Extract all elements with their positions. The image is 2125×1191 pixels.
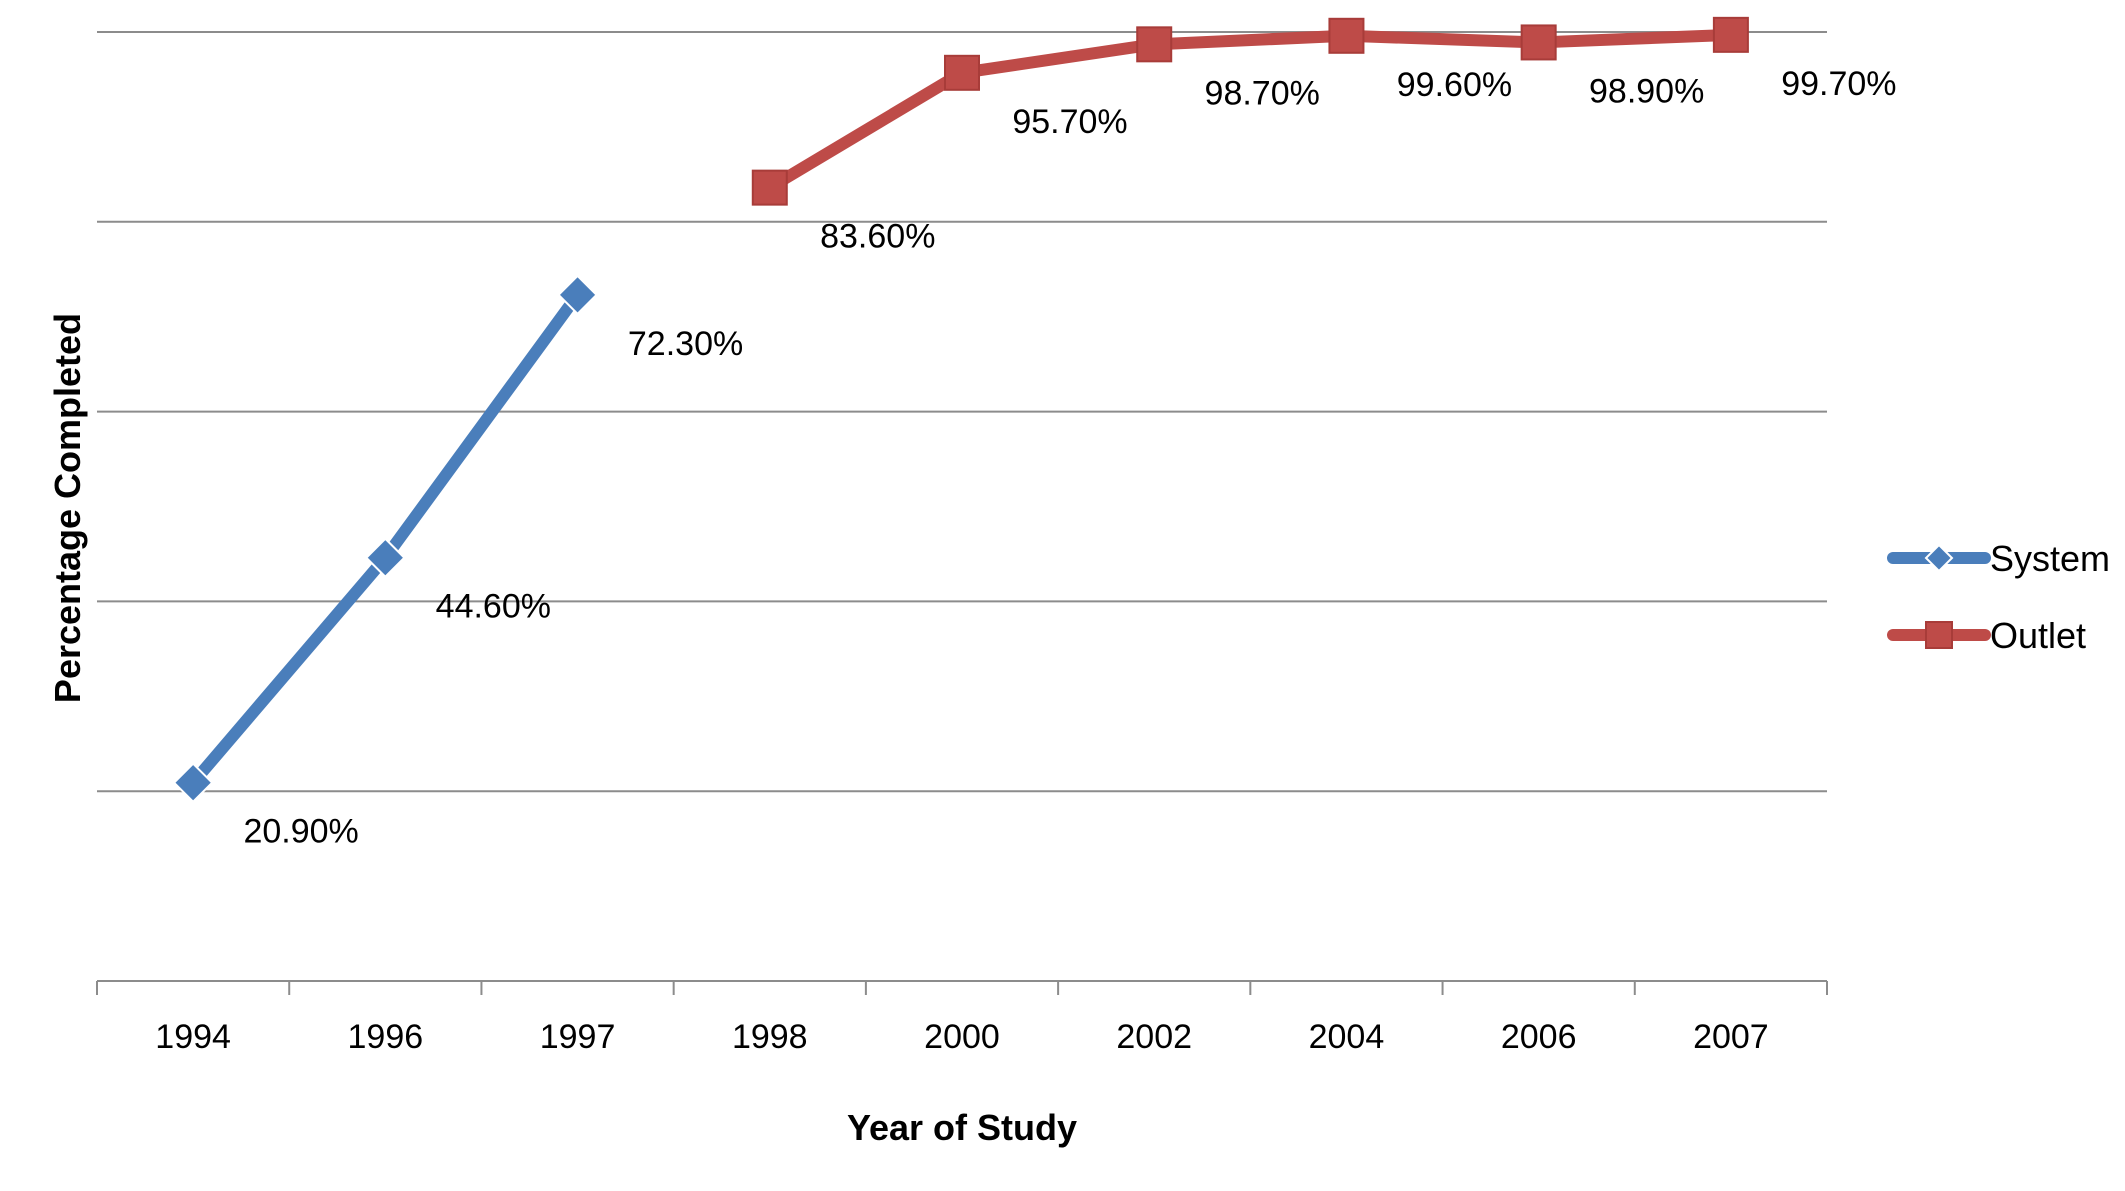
data-point-diamond — [557, 274, 598, 316]
x-tick-label: 1998 — [732, 1018, 808, 1056]
x-tick-label: 1996 — [348, 1018, 424, 1056]
x-tick-label: 2006 — [1501, 1018, 1577, 1056]
x-tick-label: 1997 — [540, 1018, 616, 1056]
x-tick-label: 2007 — [1693, 1018, 1769, 1056]
data-label: 95.70% — [1012, 103, 1127, 141]
data-labels: 20.90% 44.60% 72.30% 83.60% 95.70% 98.70% 99.6… — [243, 65, 1896, 851]
legend-label-outlet: Outlet — [1990, 615, 2086, 656]
x-tick-label: 1994 — [155, 1018, 231, 1056]
legend: System Outlet — [1887, 538, 2110, 656]
data-label: 99.70% — [1781, 65, 1896, 103]
data-point-square — [1328, 17, 1365, 54]
data-label: 20.90% — [243, 813, 358, 851]
data-point-diamond — [364, 537, 406, 579]
x-tick-label: 2000 — [924, 1018, 1000, 1056]
x-tick-label: 2004 — [1309, 1018, 1385, 1056]
data-label: 98.70% — [1205, 74, 1320, 112]
y-axis-title: Percentage Completed — [47, 313, 88, 703]
data-point-square — [1712, 16, 1749, 53]
data-point-square — [1520, 24, 1557, 61]
data-label: 72.30% — [628, 325, 743, 363]
data-label: 98.90% — [1589, 72, 1704, 110]
data-point-square — [751, 169, 788, 206]
data-point-diamond — [1924, 543, 1954, 573]
data-label: 44.60% — [436, 588, 551, 626]
data-label: 83.60% — [820, 218, 935, 256]
series-line-outlet — [763, 28, 1737, 194]
data-point-square — [944, 54, 980, 91]
data-point-diamond — [172, 762, 214, 804]
x-axis: 1994 1996 1997 1998 2000 2002 2004 2006 2007 — [96, 980, 1828, 1056]
data-point-square — [1925, 621, 1953, 649]
x-tick-label: 2002 — [1116, 1018, 1192, 1056]
x-axis-title: Year of Study — [847, 1107, 1077, 1148]
data-point-square — [1136, 26, 1173, 63]
legend-label-system: System — [1990, 538, 2110, 579]
series-lines — [172, 16, 1749, 804]
data-label: 99.60% — [1397, 66, 1512, 104]
gridlines — [97, 31, 1827, 793]
